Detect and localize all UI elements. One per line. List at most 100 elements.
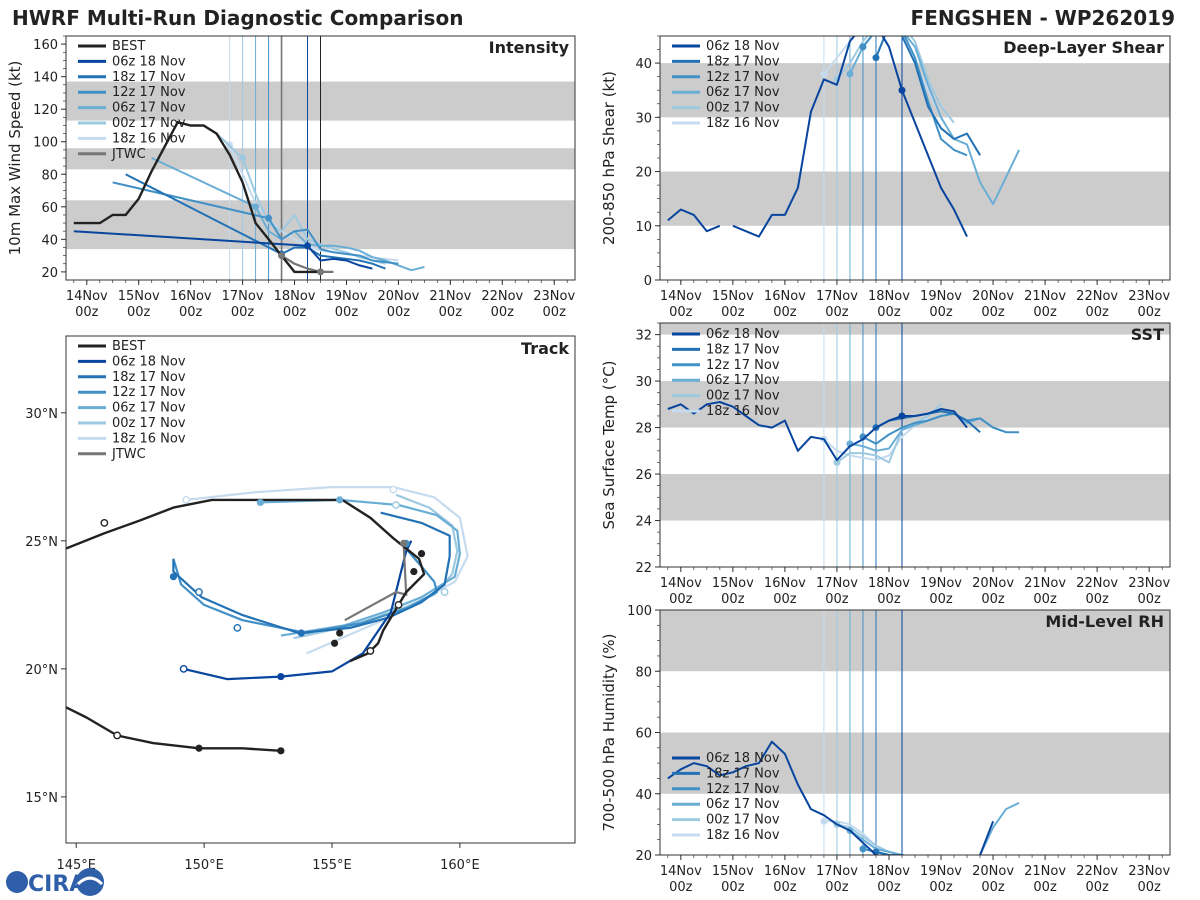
sst-xtick-hour: 00z [1085,592,1109,607]
track-ytick-label: 25°N [25,535,58,550]
intensity-ytick-label: 60 [41,201,58,216]
rh-ytick-label: 60 [635,727,652,742]
rh-ytick-label: 100 [627,604,652,619]
intensity-xtick-hour: 00z [179,305,203,320]
sst-xtick-hour: 00z [721,592,745,607]
track-legend-label-jtwc: JTWC [111,447,146,462]
shear-legend-label-run-5: 18z 16 Nov [706,116,780,131]
intensity-best-series [73,120,321,274]
intensity-ytick-label: 80 [41,168,58,183]
shear-series-3 [848,36,1021,206]
track-series-5 [186,486,469,655]
rh-init-point-5 [820,817,828,825]
intensity-xtick-day: 19Nov [326,289,368,304]
rh-legend-label-run-1: 18z 17 Nov [706,766,780,781]
shear-xtick-hour: 00z [877,305,901,320]
intensity-xtick-hour: 00z [283,305,307,320]
rh-plot-area [660,610,1170,855]
intensity-init-point-2 [265,214,273,222]
sst-series-0 [667,401,968,462]
intensity-legend-label-run-0: 06z 18 Nov [112,54,186,69]
sst-legend-label-run-4: 00z 17 Nov [706,389,780,404]
sst-xtick-hour: 00z [1033,592,1057,607]
rh-xtick-hour: 00z [669,880,693,895]
intensity-series-1 [125,173,386,270]
shear-xtick-day: 17Nov [816,289,858,304]
rh-band-0 [660,732,1170,794]
sst-xtick-hour: 00z [1137,592,1161,607]
track-best-hollow-point-2 [394,600,403,609]
intensity-xtick-hour: 00z [491,305,515,320]
rh-xtick-day: 19Nov [920,864,962,879]
track-run-3-filled-point-0 [256,498,264,507]
intensity-legend-label-run-2: 12z 17 Nov [112,85,186,100]
track-run-1-filled-point-0 [297,629,305,637]
shear-series-0 [667,36,968,238]
rh-xtick-hour: 00z [1033,880,1057,895]
intensity-xtick-day: 20Nov [377,289,419,304]
sst-xtick-day: 22Nov [1076,576,1118,591]
shear-xtick-day: 20Nov [972,289,1014,304]
intensity-legend-label-run-5: 18z 16 Nov [112,131,186,146]
rh-series-0 [667,740,995,855]
track-ytick-label: 20°N [25,663,58,678]
rh-xtick-day: 14Nov [660,864,702,879]
track-best-filled-point-0 [277,747,285,755]
sst-series-5 [823,417,929,462]
track-frame [65,335,576,844]
track-best-filled-point-5 [330,639,339,647]
intensity-xtick-hour: 00z [335,305,359,320]
track-best-hollow-point-1 [100,519,109,527]
sst-plot-area [660,323,1170,567]
shear-xtick-day: 16Nov [764,289,806,304]
intensity-xtick-day: 23Nov [533,289,575,304]
sst-ytick-label: 28 [635,422,652,437]
intensity-init-point-0 [304,242,312,250]
intensity-xtick-day: 21Nov [429,289,471,304]
sst-ytick-label: 30 [635,375,652,390]
rh-legend-label-run-4: 00z 17 Nov [706,813,780,828]
shear-panel: 01020304014Nov00z15Nov00z16Nov00z17Nov00… [600,35,1171,320]
sst-band-1 [660,381,1170,428]
shear-ytick-label: 10 [635,220,652,235]
track-legend-label-best: BEST [112,339,145,354]
shear-xtick-hour: 00z [825,305,849,320]
track-best-filled-point-1 [195,744,203,752]
intensity-xtick-hour: 00z [75,305,99,320]
shear-xtick-hour: 00z [1033,305,1057,320]
track-best-filled-point-2 [417,550,426,558]
track-legend-label-run-5: 18z 16 Nov [112,431,186,446]
rh-legend-label-run-5: 18z 16 Nov [706,828,780,843]
track-run-5-hollow-point-1 [389,485,398,494]
sst-xtick-hour: 00z [669,592,693,607]
rh-xtick-hour: 00z [929,880,953,895]
intensity-legend-label-jtwc: JTWC [111,147,146,162]
rh-xtick-day: 22Nov [1076,864,1118,879]
track-title: Track [521,339,569,358]
track-plot-area [66,485,469,755]
shear-ytick-label: 20 [635,166,652,181]
shear-ytick-label: 40 [635,57,652,72]
intensity-legend-label-run-3: 06z 17 Nov [112,101,186,116]
sst-legend-label-run-1: 18z 17 Nov [706,342,780,357]
shear-xtick-day: 22Nov [1076,289,1118,304]
shear-init-point-2 [859,43,867,51]
track-series-3 [260,498,461,637]
intensity-ytick-label: 40 [41,233,58,248]
sst-ytick-label: 24 [635,515,652,530]
rh-legend-label-run-0: 06z 18 Nov [706,751,780,766]
intensity-legend-label-best: BEST [112,39,145,54]
sst-xtick-hour: 00z [981,592,1005,607]
sst-xtick-hour: 00z [825,592,849,607]
rh-xtick-hour: 00z [721,880,745,895]
shear-xtick-day: 18Nov [868,289,910,304]
sst-series-2 [862,412,1020,445]
rh-series-1 [875,850,907,855]
sst-xtick-day: 16Nov [764,576,806,591]
shear-xtick-hour: 00z [721,305,745,320]
shear-ylabel: 200-850 hPa Shear (kt) [600,71,618,245]
track-legend-label-run-0: 06z 18 Nov [112,354,186,369]
sst-ylabel: Sea Surface Temp (°C) [600,360,618,529]
shear-init-point-1 [872,54,880,62]
